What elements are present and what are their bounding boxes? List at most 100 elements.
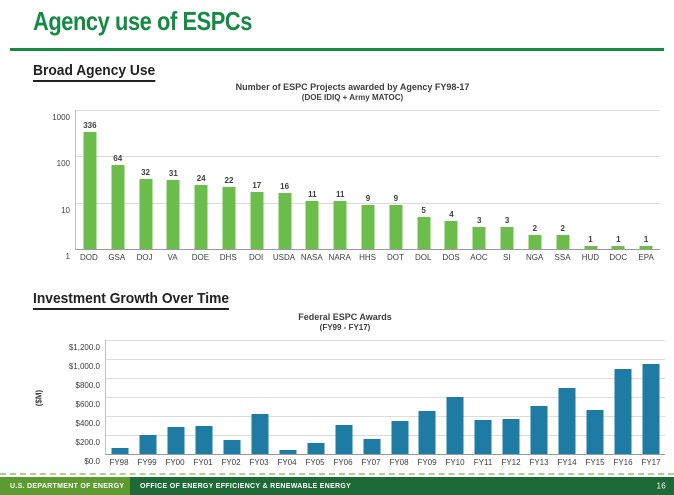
gridline	[106, 359, 665, 360]
gridline	[76, 156, 660, 158]
bar-cell	[106, 340, 134, 454]
bar-value-label: 1	[616, 234, 621, 244]
page-title: Agency use of ESPCs	[33, 6, 252, 36]
gridline	[76, 110, 660, 111]
chart-body: 1 10 100 1000 336 64 32 31 24 22 17 16 11 11 9 9 5 4 3 3 2 2…	[45, 110, 660, 262]
y-tick-label: $1,200.0	[68, 343, 100, 352]
bar-value-label: 22	[224, 175, 234, 185]
bar-value-label: 2	[560, 224, 565, 234]
federal-espc-awards-chart: Federal ESPC Awards (FY99 - FY17) ($M) $…	[25, 312, 665, 467]
x-tick-label: FY98	[109, 458, 129, 467]
x-tick-label: DOT	[386, 253, 404, 262]
bar-cell	[525, 340, 553, 454]
x-tick-label: FY05	[305, 458, 325, 467]
gridline	[106, 416, 665, 417]
x-axis: FY98 FY99 FY00 FY01 FY02 FY03 FY04 FY05 FY06 FY07…	[105, 455, 665, 467]
bar-AOC	[472, 226, 486, 249]
x-tick-label: AOC	[470, 253, 488, 262]
bar-DOD	[83, 131, 97, 249]
x-tick-label: USDA	[272, 253, 296, 262]
y-tick-label: $800.0	[75, 381, 100, 390]
bar-cell	[497, 340, 525, 454]
x-tick-label: DOJ	[136, 253, 153, 262]
section-heading-broad-agency-use: Broad Agency Use	[33, 62, 156, 82]
bar-cell: 22	[215, 110, 243, 249]
bar-cell	[469, 340, 497, 454]
bar-cell: 9	[382, 110, 410, 249]
bar-DOE	[194, 185, 208, 249]
x-tick-label: DOD	[80, 253, 98, 262]
bar-FY12	[502, 418, 520, 454]
bar-GSA	[111, 165, 125, 249]
bar-value-label: 2	[532, 224, 538, 234]
bar-cell: 64	[104, 110, 132, 249]
bar-FY11	[474, 419, 492, 454]
bar-cell: 24	[187, 110, 215, 249]
bar-value-label: 4	[449, 210, 454, 220]
y-axis: 1 10 100 1000	[45, 110, 75, 262]
x-tick-label: FY16	[613, 458, 633, 467]
bar-DOI	[250, 192, 264, 249]
bar-cell: 1	[577, 110, 605, 249]
bar-USDA	[278, 193, 292, 249]
bar-cell	[190, 340, 218, 454]
bar-value-label: 1	[643, 234, 649, 244]
bar-cell	[302, 340, 330, 454]
bar-DOL	[417, 216, 431, 249]
bar-value-label: 11	[308, 189, 317, 199]
bar-cell	[218, 340, 246, 454]
bar-EPA	[639, 245, 653, 249]
y-tick-label: 100	[56, 159, 70, 169]
bar-cell	[637, 340, 665, 454]
x-tick-label: DOS	[442, 253, 460, 262]
bar-DOS	[444, 221, 458, 249]
bar-cell: 3	[493, 110, 521, 249]
bar-FY09	[418, 410, 436, 454]
x-tick-label: FY04	[277, 458, 297, 467]
bar-NASA	[305, 200, 319, 249]
bar-FY07	[363, 438, 381, 454]
bar-NGA	[528, 235, 542, 249]
x-tick-label: FY14	[557, 458, 577, 467]
bar-cell: 17	[243, 110, 271, 249]
bar-cell: 11	[299, 110, 327, 249]
bar-series	[106, 340, 665, 454]
bar-cell: 16	[271, 110, 299, 249]
chart-body: ($M) $0.0 $200.0 $400.0 $600.0 $800.0 $1,000.…	[25, 340, 665, 467]
bar-FY13	[530, 405, 548, 454]
x-tick-label: VA	[167, 253, 178, 262]
x-tick-label: FY02	[221, 458, 241, 467]
bar-FY04	[279, 449, 297, 454]
x-tick-label: NGA	[526, 253, 544, 262]
plot-area	[105, 340, 665, 455]
bar-FY99	[139, 435, 157, 454]
bar-cell: 9	[354, 110, 382, 249]
bar-FY08	[391, 420, 408, 454]
x-tick-label: SSA	[554, 253, 571, 262]
bar-cell: 1	[604, 110, 632, 249]
bar-cell	[386, 340, 414, 454]
plot-wrap: 336 64 32 31 24 22 17 16 11 11 9 9 5 4 3 3 2 2 1 1 1 DOD GSA D…	[75, 110, 660, 262]
bar-cell: 2	[549, 110, 577, 249]
bar-FY14	[558, 387, 576, 454]
bar-cell	[134, 340, 162, 454]
x-tick-label: FY06	[333, 458, 353, 467]
bar-series: 336 64 32 31 24 22 17 16 11 11 9 9 5 4 3 3 2 2 1 1 1	[76, 110, 660, 249]
bar-cell	[609, 340, 637, 454]
bar-FY02	[223, 439, 241, 454]
bar-value-label: 17	[252, 181, 262, 190]
chart-subtitle: (DOE IDIQ + Army MATOC)	[301, 93, 404, 102]
bar-cell: 2	[521, 110, 549, 249]
bar-value-label: 9	[365, 193, 371, 203]
y-tick-label: $1,000.0	[68, 362, 100, 371]
x-tick-label: HUD	[581, 253, 600, 262]
x-tick-label: FY00	[165, 458, 185, 467]
bar-DHS	[222, 186, 236, 249]
x-tick-label: FY13	[529, 458, 549, 467]
bar-cell: 31	[159, 110, 187, 249]
bar-SI	[500, 226, 514, 249]
x-tick-label: NARA	[328, 253, 351, 262]
x-tick-label: FY11	[473, 458, 493, 467]
bar-cell	[330, 340, 358, 454]
bar-cell	[358, 340, 386, 454]
